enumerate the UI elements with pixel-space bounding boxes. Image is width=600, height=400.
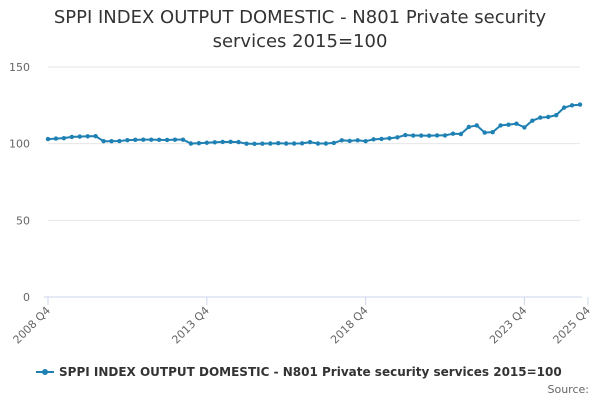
data-point — [109, 139, 114, 144]
data-point — [133, 137, 138, 143]
data-point — [403, 132, 408, 138]
data-point — [307, 139, 313, 145]
data-point — [268, 141, 273, 146]
data-point — [450, 131, 456, 136]
x-tick-label: 2008 Q4 — [11, 304, 54, 347]
source-credit[interactable]: Source: — [547, 383, 590, 396]
data-point — [125, 137, 130, 143]
data-point — [347, 138, 352, 144]
data-point — [577, 102, 583, 107]
data-point — [204, 140, 210, 145]
data-point — [228, 139, 233, 145]
data-point — [53, 136, 59, 141]
data-point — [442, 133, 448, 138]
data-point — [323, 141, 329, 146]
data-point — [546, 114, 551, 120]
y-tick-label: 50 — [16, 214, 30, 227]
data-point — [418, 133, 424, 138]
data-point — [561, 105, 567, 110]
data-point — [339, 138, 344, 143]
x-tick-label: 2023 Q4 — [487, 304, 530, 347]
data-point — [156, 137, 162, 143]
data-point — [315, 141, 321, 146]
data-point — [474, 123, 479, 128]
data-point — [482, 130, 487, 135]
data-point — [117, 138, 122, 144]
x-axis: 2008 Q4 2013 Q4 2018 Q4 2023 Q4 2025 Q4 — [11, 296, 594, 347]
data-point — [85, 134, 90, 139]
y-tick-label: 0 — [23, 291, 30, 304]
data-point — [538, 115, 543, 120]
data-point — [506, 122, 511, 127]
y-tick-label: 150 — [9, 61, 30, 74]
data-point — [291, 141, 297, 146]
x-tick-label: 2025 Q4 — [551, 304, 594, 347]
data-point — [434, 133, 440, 138]
data-point — [260, 141, 265, 146]
data-point — [252, 141, 257, 147]
data-point — [490, 129, 495, 135]
data-point — [45, 136, 51, 142]
x-tick-label: 2013 Q4 — [169, 304, 212, 347]
data-point — [553, 112, 559, 118]
data-point — [331, 140, 337, 146]
data-point — [61, 135, 67, 141]
data-point — [172, 137, 178, 142]
data-point — [212, 140, 217, 145]
chart-title: SPPI INDEX OUTPUT DOMESTIC - N801 Privat… — [53, 7, 547, 52]
data-point — [188, 141, 194, 146]
data-point — [149, 137, 154, 142]
data-point — [363, 139, 368, 144]
series-line-group — [45, 102, 583, 147]
data-point — [530, 118, 535, 123]
data-point — [355, 138, 360, 143]
y-axis-ticks: 0 50 100 150 — [9, 61, 30, 304]
data-point — [220, 139, 225, 145]
data-point — [569, 103, 575, 108]
data-point — [276, 141, 281, 146]
data-point — [387, 136, 392, 141]
data-point — [141, 137, 146, 142]
data-point — [458, 131, 464, 137]
data-point — [371, 137, 376, 142]
data-point — [164, 137, 170, 143]
data-point — [411, 133, 416, 138]
data-point — [466, 124, 472, 130]
data-point — [514, 121, 519, 126]
data-point — [236, 139, 241, 145]
data-point — [426, 133, 432, 138]
legend-label: SPPI INDEX OUTPUT DOMESTIC - N801 Privat… — [59, 365, 562, 379]
legend[interactable]: SPPI INDEX OUTPUT DOMESTIC - N801 Privat… — [36, 365, 562, 379]
data-point — [395, 135, 400, 140]
data-point — [69, 134, 75, 140]
data-point — [522, 125, 527, 130]
data-point — [180, 137, 186, 142]
y-tick-label: 100 — [9, 138, 30, 151]
data-point — [299, 141, 305, 146]
x-tick-label: 2018 Q4 — [328, 304, 371, 347]
data-point — [196, 141, 202, 146]
data-point — [244, 141, 249, 146]
data-point — [379, 136, 384, 142]
data-point — [498, 123, 503, 128]
data-point — [284, 141, 289, 146]
data-point — [77, 134, 82, 139]
data-point — [101, 139, 106, 144]
data-point — [93, 133, 98, 139]
legend-marker-icon — [36, 367, 54, 377]
